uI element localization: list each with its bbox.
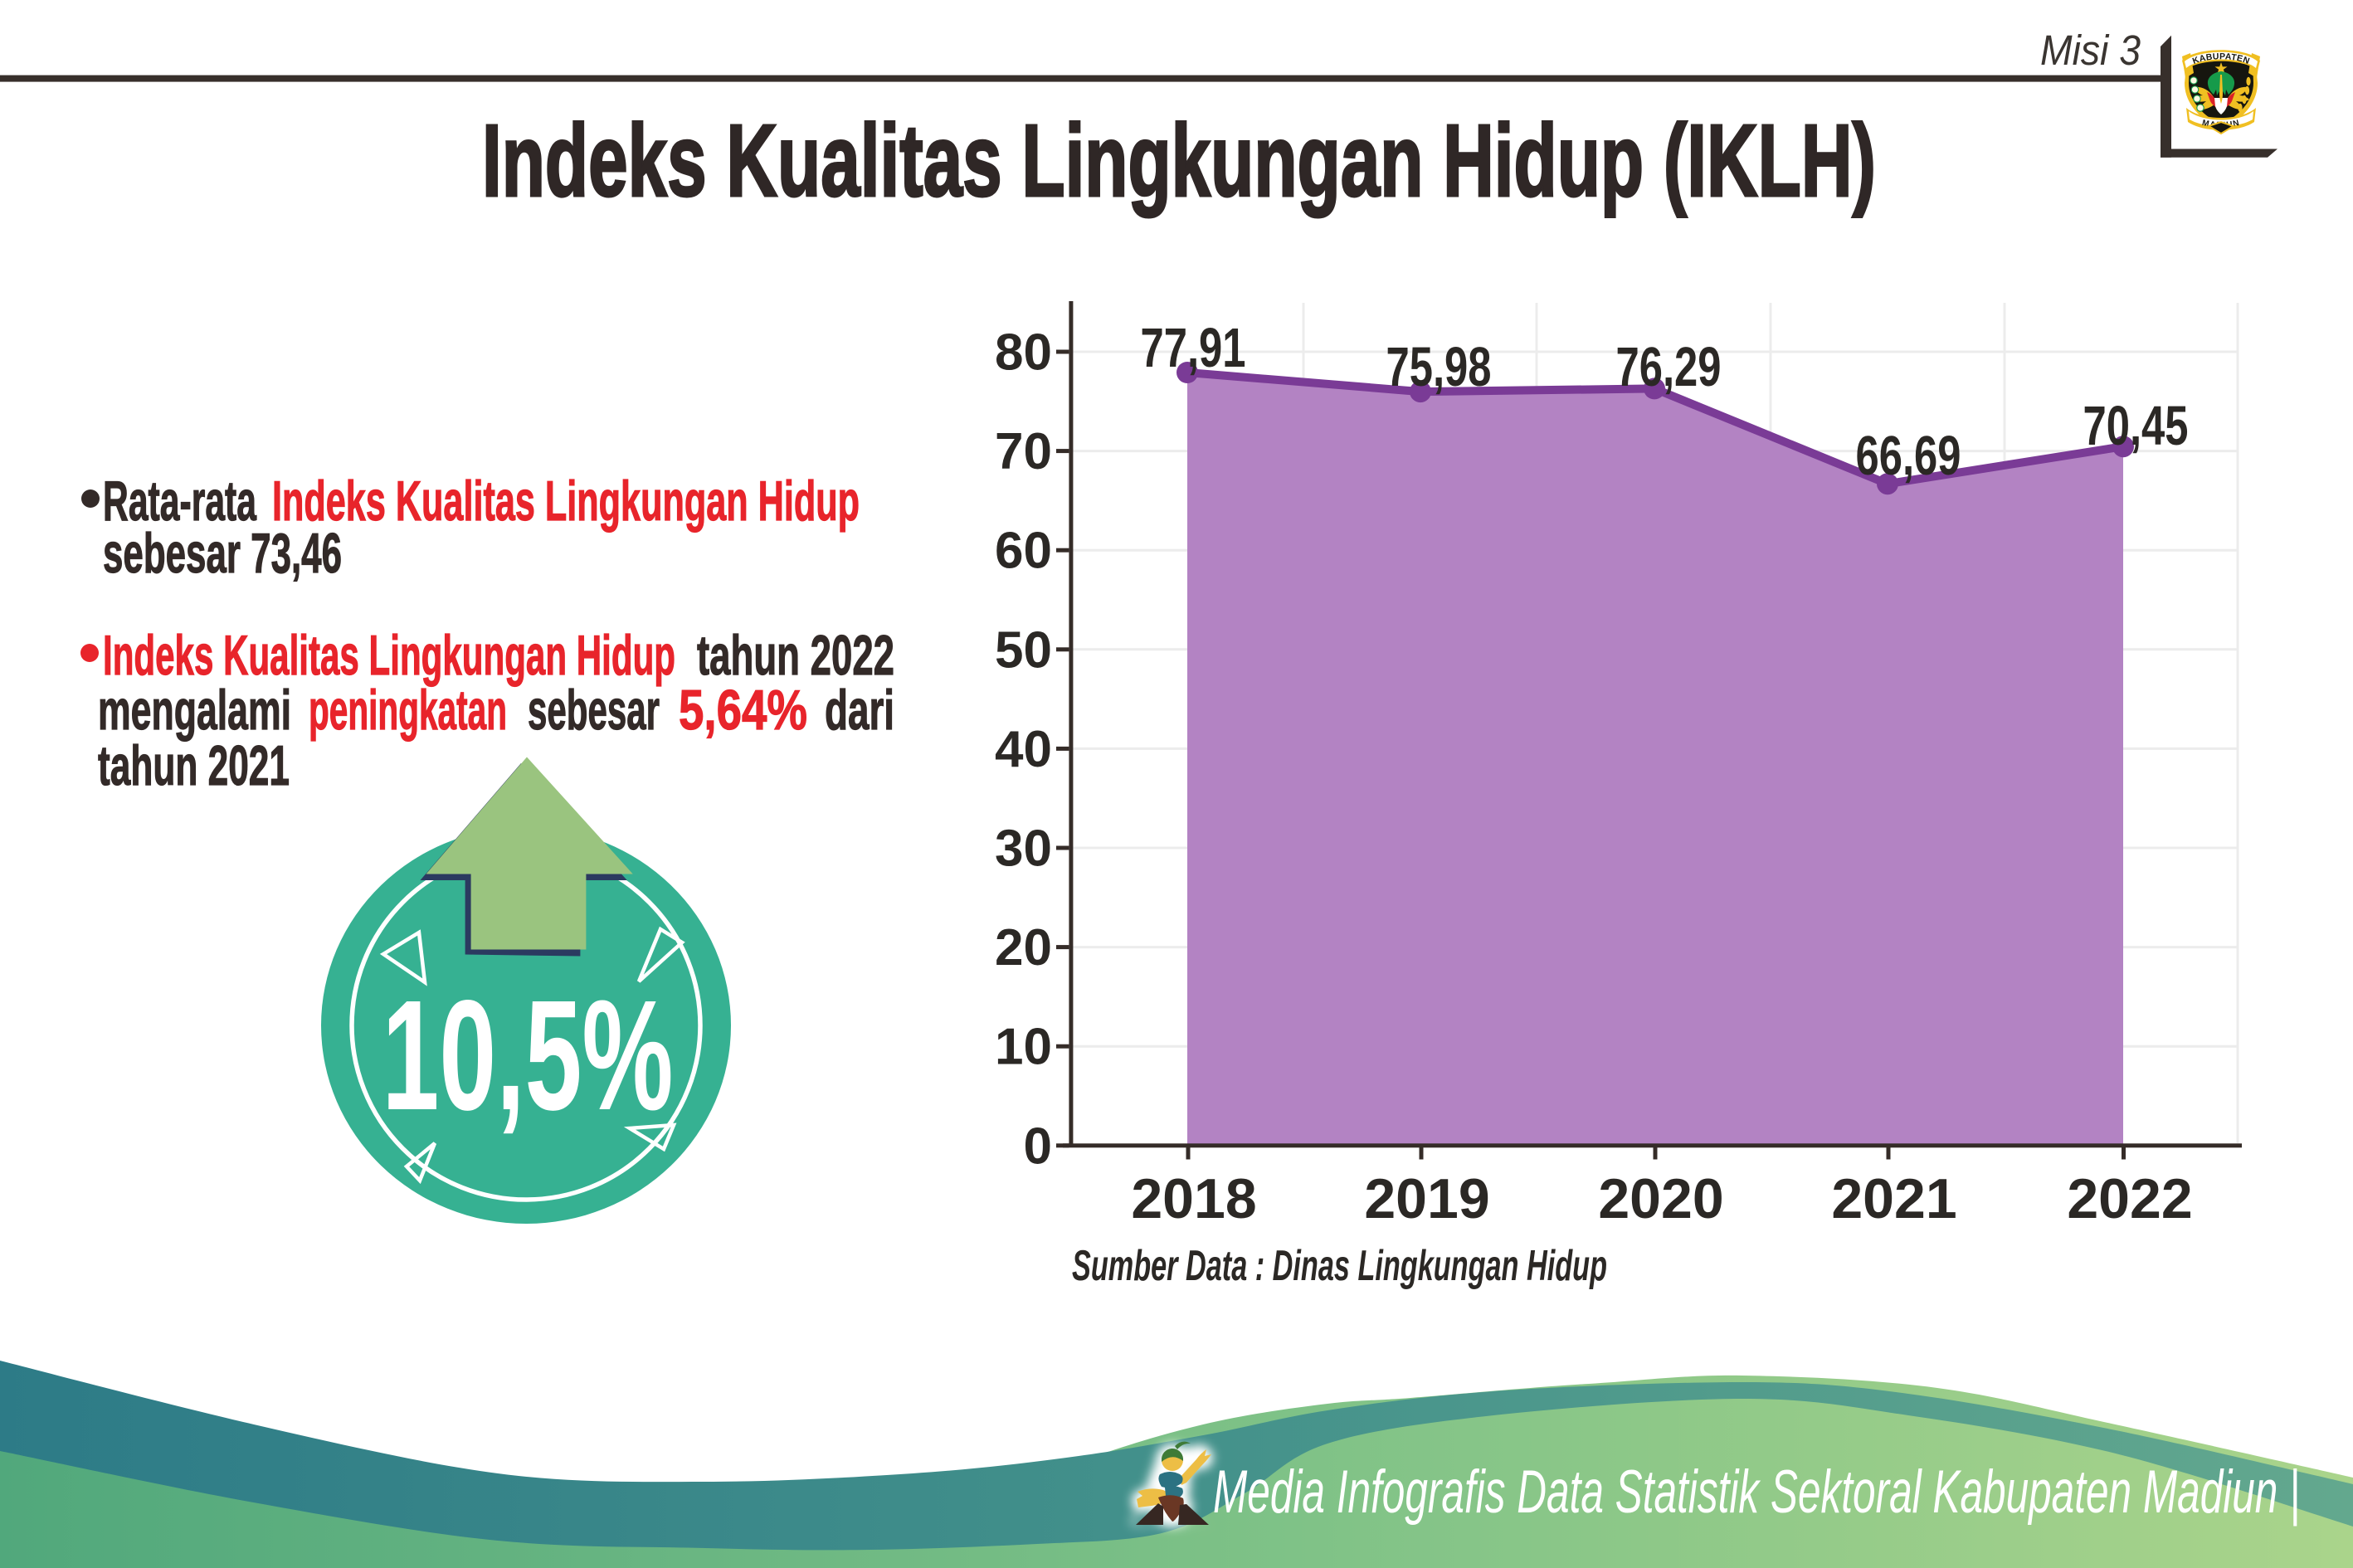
svg-text:dari: dari [825, 679, 894, 742]
svg-text:75,98: 75,98 [1386, 336, 1492, 398]
svg-text:70,45: 70,45 [2083, 395, 2189, 457]
svg-text:0: 0 [1024, 1118, 1052, 1175]
svg-text:tahun 2021: tahun 2021 [98, 734, 290, 797]
svg-text:30: 30 [995, 821, 1052, 878]
svg-text:Rata-rata: Rata-rata [103, 470, 257, 533]
svg-text:2019: 2019 [1364, 1167, 1489, 1230]
svg-text:80: 80 [995, 324, 1052, 382]
svg-text:70: 70 [995, 423, 1052, 480]
svg-text:2020: 2020 [1598, 1167, 1723, 1230]
svg-text:2022: 2022 [2067, 1167, 2192, 1230]
svg-text:Sumber Data : Dinas Lingkungan: Sumber Data : Dinas Lingkungan Hidup [1072, 1242, 1607, 1290]
svg-text:mengalami: mengalami [98, 679, 291, 742]
svg-text:sebesar 73,46: sebesar 73,46 [103, 522, 342, 585]
svg-text:60: 60 [995, 523, 1052, 580]
svg-text:Misi 3: Misi 3 [2040, 27, 2141, 74]
svg-text:peningkatan: peningkatan [309, 679, 507, 742]
svg-text:50: 50 [995, 621, 1052, 679]
svg-text:10: 10 [995, 1019, 1052, 1076]
svg-text:Indeks Kualitas Lingkungan Hid: Indeks Kualitas Lingkungan Hidup (IKLH) [482, 105, 1876, 218]
svg-text:Media Infografis Data Statisti: Media Infografis Data Statistik Sektoral… [1213, 1458, 2300, 1526]
svg-text:40: 40 [995, 721, 1052, 778]
svg-text:20: 20 [995, 919, 1052, 976]
svg-text:66,69: 66,69 [1856, 425, 1961, 487]
svg-text:5,64%: 5,64% [679, 679, 807, 742]
svg-text:sebesar: sebesar [528, 679, 660, 742]
svg-text:2018: 2018 [1131, 1167, 1256, 1230]
svg-text:2021: 2021 [1831, 1167, 1956, 1230]
svg-text:77,91: 77,91 [1141, 317, 1246, 379]
svg-text:KABUPATEN: KABUPATEN [2191, 51, 2251, 66]
svg-text:tahun 2022: tahun 2022 [697, 624, 894, 687]
svg-text:Indeks Kualitas Lingkungan Hid: Indeks Kualitas Lingkungan Hidup [103, 624, 675, 687]
svg-text:76,29: 76,29 [1616, 336, 1722, 398]
svg-text:Indeks Kualitas Lingkungan Hid: Indeks Kualitas Lingkungan Hidup [272, 470, 860, 533]
svg-text:10,5%: 10,5% [382, 968, 674, 1143]
